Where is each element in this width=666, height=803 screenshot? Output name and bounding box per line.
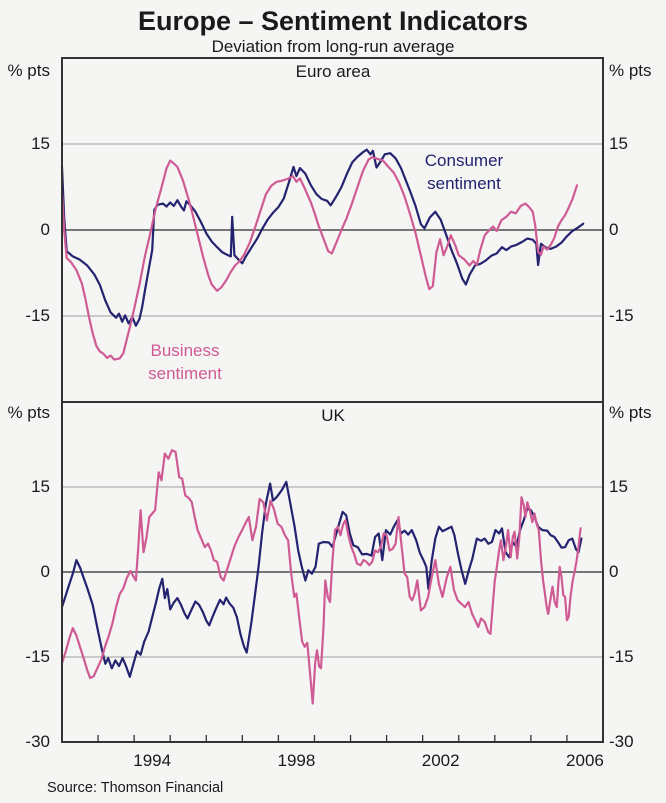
x-tick-label-2006: 2006 (566, 751, 604, 770)
y-tick-label: 0 (40, 220, 50, 239)
y-tick-label: 15 (31, 477, 50, 496)
y-tick-label: 0 (40, 562, 50, 581)
uk-consumer-sentiment-line (60, 480, 583, 678)
source-note: Source: Thomson Financial (47, 780, 224, 796)
y-axis-unit-top-right: % pts (609, 61, 652, 80)
y-tick-label: -15 (25, 306, 50, 325)
panel-title-uk: UK (321, 406, 345, 425)
legend-consumer-line2: sentiment (427, 174, 501, 193)
legend-consumer-line1: Consumer (424, 151, 504, 170)
legend-business-sentiment: Business sentiment (124, 339, 246, 385)
y-tick-label: 0 (609, 220, 619, 239)
euro-area-consumer-sentiment-line (60, 148, 585, 327)
panel-title-euro-area: Euro area (295, 62, 371, 81)
legend-business-line2: sentiment (148, 364, 222, 383)
x-tick-label-2002: 2002 (421, 751, 460, 770)
uk-business-sentiment-line (60, 449, 582, 705)
y-tick-label: -15 (609, 647, 634, 666)
y-tick-label: -15 (609, 306, 634, 325)
chart-subtitle: Deviation from long-run average (211, 37, 455, 56)
y-tick-label: 0 (609, 562, 619, 581)
y-tick-label: 15 (31, 134, 50, 153)
y-tick-label: -30 (25, 732, 50, 751)
legend-consumer-sentiment: Consumer sentiment (398, 149, 530, 195)
plot-border (61, 57, 604, 743)
x-tick-label-1998: 1998 (277, 751, 316, 770)
y-axis-unit-top-left: % pts (7, 61, 50, 80)
y-tick-label: -15 (25, 647, 50, 666)
page-title: Europe – Sentiment Indicators (137, 6, 529, 36)
y-tick-label: 15 (609, 477, 628, 496)
y-tick-label: 15 (609, 134, 628, 153)
legend-business-line1: Business (150, 341, 220, 360)
y-axis-unit-bottom-right: % pts (609, 403, 652, 422)
y-axis-unit-bottom-left: % pts (7, 403, 50, 422)
y-tick-label: -30 (609, 732, 634, 751)
euro-area-business-sentiment-line (60, 156, 579, 361)
x-tick-label-1994: 1994 (133, 751, 172, 770)
